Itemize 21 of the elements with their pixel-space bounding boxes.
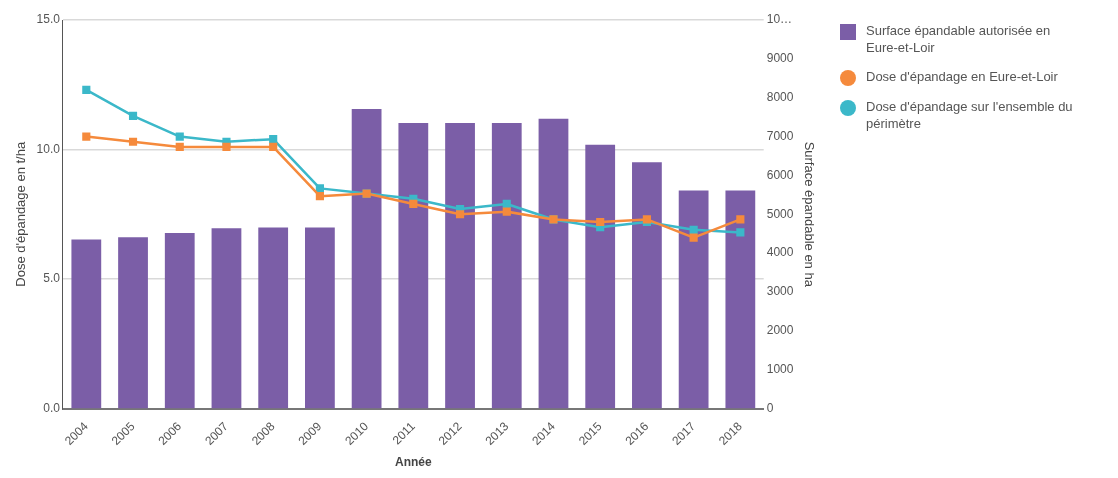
y2-tick-label: 0 (766, 400, 774, 415)
y2-tick-label: 2000 (766, 323, 794, 338)
y2-tick-label: 10… (766, 12, 793, 27)
y2-tick-label: 5000 (766, 206, 794, 221)
y-tick-label: 0.0 (43, 400, 61, 415)
legend-label: Dose d'épandage sur l'ensemble du périmètre (866, 98, 1074, 132)
legend-label: Surface épandable autorisée en Eure-et-Loir (866, 22, 1052, 56)
y-axis-title: Dose d'épandage en t/ha (13, 141, 29, 287)
y2-tick-label: 3000 (766, 284, 794, 299)
y2-tick-label: 9000 (766, 51, 794, 66)
y2-tick-label: 4000 (766, 245, 794, 260)
y2-tick-label: 1000 (766, 362, 794, 376)
y-tick-label: 15.0 (36, 12, 61, 27)
y-tick-label: 5.0 (43, 271, 61, 286)
y-tick-label: 10.0 (36, 141, 61, 156)
y2-tick-label: 8000 (766, 90, 794, 105)
legend-label: Dose d'épandage en Eure-et-Loir (866, 68, 1058, 85)
x-axis-title: Année (394, 455, 432, 470)
y2-tick-label: 7000 (766, 128, 794, 143)
y2-tick-label: 6000 (766, 167, 794, 182)
y2-axis-title: Surface épandable en ha (801, 141, 817, 288)
